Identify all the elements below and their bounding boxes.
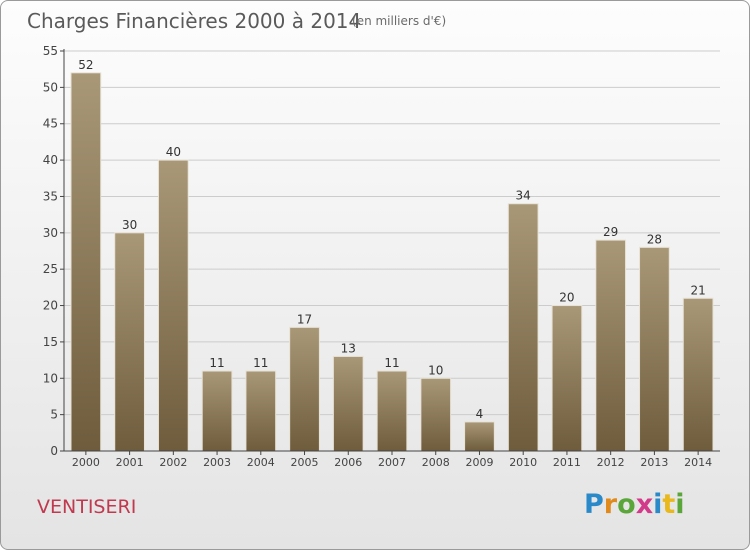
chart-title: Charges Financières 2000 à 2014 xyxy=(27,9,362,33)
x-tick-label: 2013 xyxy=(640,456,668,469)
y-tick-label: 5 xyxy=(50,408,58,422)
value-label: 29 xyxy=(603,225,618,239)
x-tick-label: 2014 xyxy=(684,456,712,469)
chart-subtitle: (en milliers d'€) xyxy=(352,14,447,28)
y-tick-label: 35 xyxy=(43,189,58,203)
value-label: 17 xyxy=(297,312,312,326)
commune-name: VENTISERI xyxy=(37,496,137,518)
x-tick-label: 2009 xyxy=(465,456,493,469)
x-tick-label: 2008 xyxy=(422,456,450,469)
value-label: 11 xyxy=(253,356,268,370)
y-tick-label: 25 xyxy=(43,262,58,276)
x-tick-label: 2003 xyxy=(203,456,231,469)
bar-2013 xyxy=(639,246,670,452)
bar-2001 xyxy=(114,232,145,452)
y-tick-label: 45 xyxy=(43,117,58,131)
labels: 0 5 10 15 20 25 30 35 40 45 50 55 52 2000 30 2001 40 2002… xyxy=(43,44,712,469)
x-tick-label: 2007 xyxy=(378,456,406,469)
bar-2004 xyxy=(245,370,277,452)
bar-2009 xyxy=(464,421,495,452)
value-label: 28 xyxy=(647,232,662,246)
x-tick-label: 2011 xyxy=(553,456,581,469)
bar-2014 xyxy=(682,297,714,452)
value-label: 30 xyxy=(122,218,137,232)
x-tick-label: 2012 xyxy=(597,456,625,469)
value-label: 11 xyxy=(209,356,224,370)
value-label: 52 xyxy=(78,58,93,72)
x-tick-label: 2002 xyxy=(159,456,187,469)
x-tick-label: 2005 xyxy=(291,456,319,469)
bars xyxy=(70,72,714,452)
x-tick-label: 2001 xyxy=(116,456,144,469)
value-label: 10 xyxy=(428,363,443,377)
bar-2008 xyxy=(420,377,452,452)
y-tick-label: 0 xyxy=(50,444,58,458)
value-label: 4 xyxy=(476,407,484,421)
y-tick-label: 55 xyxy=(43,44,58,58)
proxiti-logo: Proxiti xyxy=(584,489,685,520)
value-label: 40 xyxy=(166,145,181,159)
bar-2010 xyxy=(507,203,539,452)
bar-2000 xyxy=(70,72,102,452)
x-tick-label: 2004 xyxy=(247,456,275,469)
value-label: 34 xyxy=(516,189,531,203)
bar-2003 xyxy=(201,370,233,452)
y-tick-label: 20 xyxy=(43,299,58,313)
x-tick-label: 2010 xyxy=(509,456,537,469)
y-tick-label: 30 xyxy=(43,226,58,240)
x-tick-label: 2000 xyxy=(72,456,100,469)
value-label: 11 xyxy=(384,356,399,370)
x-tick-label: 2006 xyxy=(334,456,362,469)
y-tick-label: 40 xyxy=(43,153,58,167)
bar-2012 xyxy=(595,239,627,452)
y-tick-label: 15 xyxy=(43,335,58,349)
value-label: 13 xyxy=(341,341,356,355)
value-label: 21 xyxy=(690,283,705,297)
y-tick-label: 50 xyxy=(43,80,58,94)
value-label: 20 xyxy=(559,291,574,305)
bar-2007 xyxy=(376,370,408,452)
axes xyxy=(60,49,720,455)
bar-2005 xyxy=(289,326,320,452)
y-tick-label: 10 xyxy=(43,371,58,385)
bar-2006 xyxy=(332,355,364,452)
bar-2002 xyxy=(157,159,189,452)
bar-2011 xyxy=(551,305,583,452)
